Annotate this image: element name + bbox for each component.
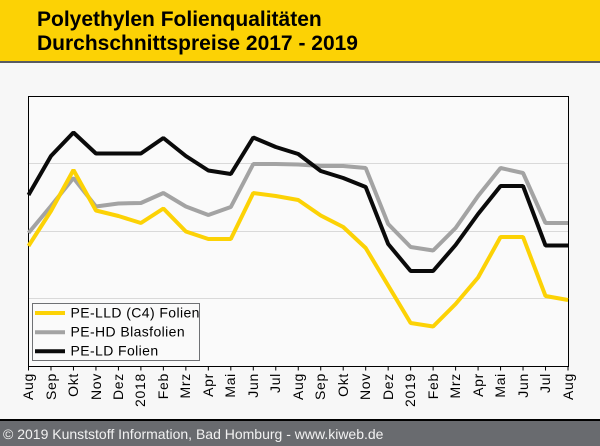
svg-text:PE-LD Folien: PE-LD Folien (71, 342, 159, 358)
svg-text:PE-HD Blasfolien: PE-HD Blasfolien (71, 323, 186, 339)
svg-text:PE-LLD (C4) Folien: PE-LLD (C4) Folien (71, 304, 200, 320)
